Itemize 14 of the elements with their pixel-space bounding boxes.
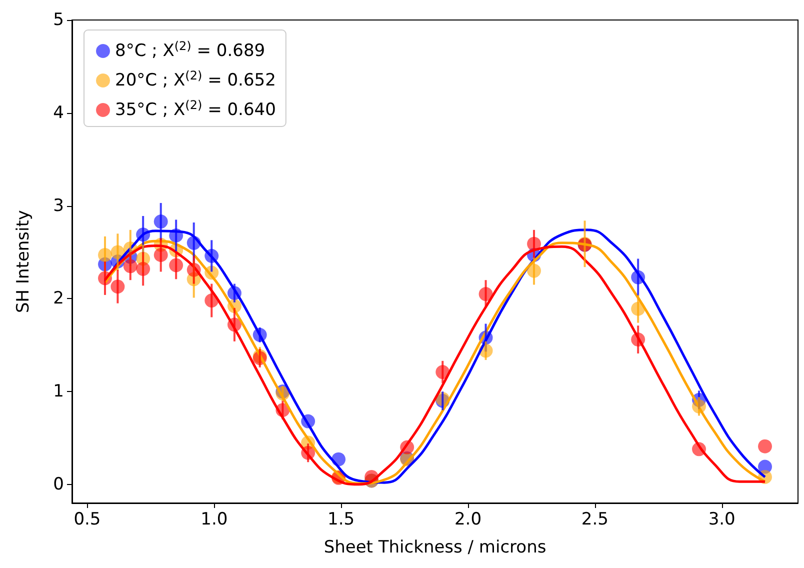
x-tick-label: 3.0: [708, 510, 736, 530]
y-tick-label: 5: [53, 10, 64, 30]
x-tick-label: 1.0: [200, 510, 228, 530]
x-axis-title: Sheet Thickness / microns: [324, 538, 546, 558]
y-axis-title: SH Intensity: [14, 210, 34, 313]
x-tick-label: 1.5: [328, 510, 355, 530]
y-tick-label: 3: [53, 196, 64, 216]
x-tick-label: 2.5: [581, 510, 608, 530]
y-tick-label: 0: [53, 474, 64, 494]
y-tick-label: 1: [53, 382, 64, 402]
x-tick-label: 0.5: [74, 510, 101, 530]
x-tick-label: 2.0: [454, 510, 482, 530]
y-tick-label: 2: [53, 288, 64, 309]
y-tick-label: 4: [53, 102, 64, 123]
